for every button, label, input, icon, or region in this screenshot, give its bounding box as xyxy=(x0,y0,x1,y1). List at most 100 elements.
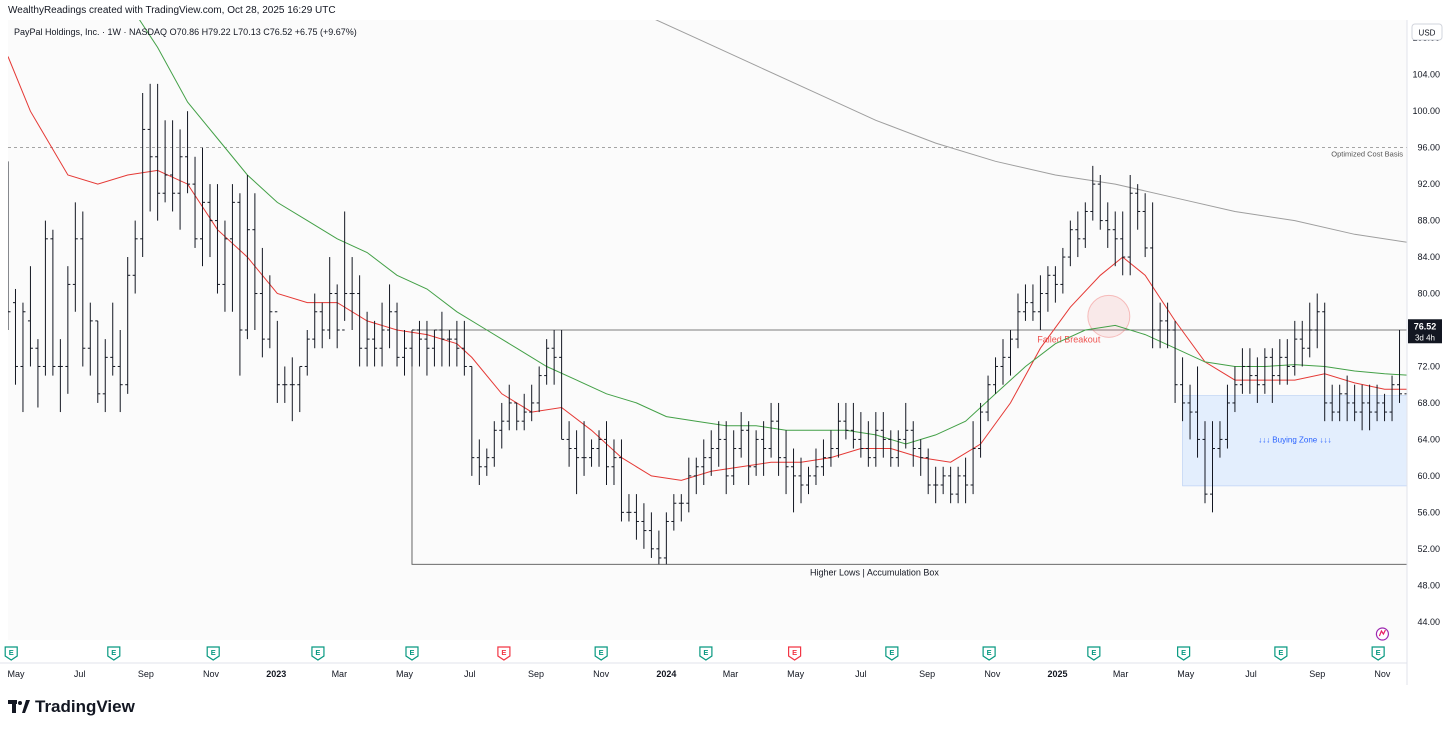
ohlc-bar[interactable] xyxy=(574,430,580,495)
ohlc-bar[interactable] xyxy=(297,365,303,413)
ohlc-bar[interactable] xyxy=(1187,384,1193,440)
ohlc-bar[interactable] xyxy=(873,412,879,467)
ohlc-bar[interactable] xyxy=(918,439,924,476)
ohlc-bar[interactable] xyxy=(1239,348,1245,394)
chart-area[interactable]: ↓↓↓ Buying Zone ↓↓↓ Higher Lows | Accumul… xyxy=(0,20,1456,685)
ohlc-bar[interactable] xyxy=(544,339,550,385)
ohlc-bar[interactable] xyxy=(27,266,33,367)
ohlc-bar[interactable] xyxy=(327,257,333,340)
ohlc-bar[interactable] xyxy=(387,284,393,349)
ohlc-bar[interactable] xyxy=(1195,366,1201,458)
ohlc-bar[interactable] xyxy=(185,111,191,194)
ohlc-bar[interactable] xyxy=(521,393,527,431)
ohlc-bar[interactable] xyxy=(678,494,684,522)
ohlc-bar[interactable] xyxy=(1142,193,1148,258)
ohlc-bar[interactable] xyxy=(282,366,288,403)
ohlc-bar[interactable] xyxy=(267,275,273,349)
ohlc-bar[interactable] xyxy=(933,466,939,504)
ohlc-bar[interactable] xyxy=(1254,357,1260,403)
currency-selector[interactable]: USD xyxy=(1411,23,1443,41)
ohlc-bar[interactable] xyxy=(6,161,11,330)
ohlc-bar[interactable] xyxy=(357,275,363,367)
ohlc-bar[interactable] xyxy=(1172,320,1178,403)
ohlc-bar[interactable] xyxy=(416,320,422,367)
ohlc-bar[interactable] xyxy=(1367,384,1373,431)
ohlc-bar[interactable] xyxy=(491,421,497,467)
ohlc-bar[interactable] xyxy=(1112,211,1118,267)
ohlc-bar[interactable] xyxy=(1277,339,1283,385)
ohlc-bar[interactable] xyxy=(1269,348,1275,403)
ohlc-bar[interactable] xyxy=(716,421,722,467)
ohlc-bar[interactable] xyxy=(12,288,18,385)
ohlc-bar[interactable] xyxy=(1397,330,1403,403)
ohlc-bar[interactable] xyxy=(379,302,385,367)
earnings-marker[interactable]: E xyxy=(1274,646,1288,661)
ohlc-bar[interactable] xyxy=(1060,247,1066,294)
ohlc-bar[interactable] xyxy=(746,421,752,485)
ohlc-bar[interactable] xyxy=(813,448,819,485)
ohlc-bar[interactable] xyxy=(1082,202,1088,248)
ohlc-bar[interactable] xyxy=(95,320,101,403)
ohlc-bar[interactable] xyxy=(559,330,565,440)
ohlc-bar[interactable] xyxy=(761,421,767,476)
ohlc-bar[interactable] xyxy=(948,466,954,504)
ohlc-bar[interactable] xyxy=(244,175,250,340)
ohlc-bar[interactable] xyxy=(50,229,56,376)
ohlc-bar[interactable] xyxy=(850,402,856,449)
ohlc-bar[interactable] xyxy=(611,439,617,485)
ohlc-bar[interactable] xyxy=(903,402,909,449)
ohlc-bar[interactable] xyxy=(334,284,340,349)
ohlc-bar[interactable] xyxy=(888,430,894,467)
ohlc-bar[interactable] xyxy=(1037,275,1043,330)
earnings-marker[interactable]: E xyxy=(885,646,899,661)
ohlc-bar[interactable] xyxy=(1150,202,1156,349)
ohlc-bar[interactable] xyxy=(1217,421,1223,458)
earnings-marker[interactable]: E xyxy=(1371,646,1385,661)
earnings-marker[interactable]: E xyxy=(206,646,220,661)
ohlc-bar[interactable] xyxy=(865,421,871,467)
ohlc-bar[interactable] xyxy=(162,120,168,203)
ohlc-bar[interactable] xyxy=(506,384,512,431)
ohlc-bar[interactable] xyxy=(514,402,520,431)
ohlc-bar[interactable] xyxy=(1030,284,1036,321)
ohlc-bar[interactable] xyxy=(1157,302,1163,349)
ohlc-bar[interactable] xyxy=(723,421,729,495)
ohlc-bar[interactable] xyxy=(87,302,93,376)
earnings-marker[interactable]: E xyxy=(594,646,608,661)
tradingview-logo[interactable]: TradingView xyxy=(8,697,135,717)
ohlc-bar[interactable] xyxy=(20,302,26,413)
ohlc-bar[interactable] xyxy=(686,457,692,513)
ohlc-bar[interactable] xyxy=(1209,421,1215,513)
ohlc-bar[interactable] xyxy=(708,430,714,476)
ohlc-bar[interactable] xyxy=(1307,302,1313,358)
ohlc-bar[interactable] xyxy=(858,412,864,458)
ohlc-bar[interactable] xyxy=(1105,202,1111,248)
ohlc-bar[interactable] xyxy=(259,247,265,358)
ohlc-bar[interactable] xyxy=(529,384,535,422)
ohlc-bar[interactable] xyxy=(364,311,370,367)
ohlc-bar[interactable] xyxy=(125,257,131,394)
ohlc-bar[interactable] xyxy=(551,330,557,385)
ohlc-bar[interactable] xyxy=(372,320,378,367)
ohlc-bar[interactable] xyxy=(1344,375,1350,422)
ohlc-bar[interactable] xyxy=(993,357,999,394)
ohlc-bar[interactable] xyxy=(835,402,841,458)
ohlc-bar[interactable] xyxy=(1067,220,1073,267)
ohlc-bar[interactable] xyxy=(409,329,415,367)
ohlc-bar[interactable] xyxy=(431,329,437,367)
ohlc-bar[interactable] xyxy=(1292,320,1298,376)
ohlc-bar[interactable] xyxy=(648,512,654,558)
ohlc-bar[interactable] xyxy=(469,365,475,476)
ohlc-bar[interactable] xyxy=(1337,384,1343,422)
ohlc-bar[interactable] xyxy=(589,439,595,467)
ohlc-bar[interactable] xyxy=(910,421,916,467)
ohlc-bar[interactable] xyxy=(439,311,445,367)
ohlc-bar[interactable] xyxy=(1382,393,1388,422)
ohlc-bar[interactable] xyxy=(147,83,153,212)
earnings-marker[interactable]: E xyxy=(788,646,802,661)
ohlc-bar[interactable] xyxy=(110,302,116,376)
ohlc-bar[interactable] xyxy=(484,448,490,476)
ohlc-bar[interactable] xyxy=(1052,266,1058,303)
ohlc-bar[interactable] xyxy=(828,430,834,467)
ohlc-bar[interactable] xyxy=(978,402,984,458)
